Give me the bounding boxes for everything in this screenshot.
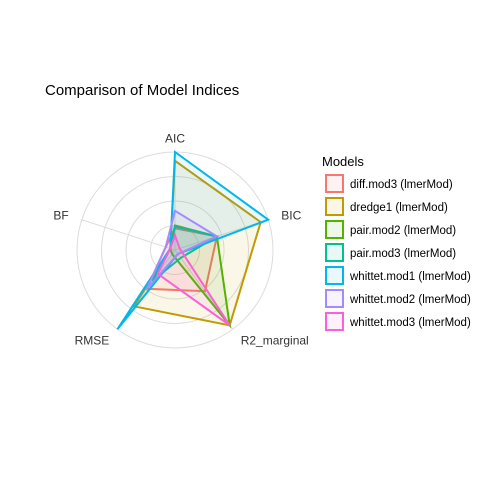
legend-label-6[interactable]: whittet.mod2 (lmerMod) [349, 294, 471, 306]
legend-label-4[interactable]: pair.mod3 (lmerMod) [350, 248, 456, 260]
axis-label-2: R2_marginal [241, 333, 309, 347]
axis-label-4: BF [53, 209, 68, 223]
legend-key-2[interactable] [325, 197, 344, 216]
legend-key-5[interactable] [325, 266, 344, 285]
series-polygon-7 [156, 232, 231, 327]
legend-key-4[interactable] [325, 243, 344, 262]
axis-label-3: RMSE [75, 333, 110, 347]
axis-label-0: AIC [165, 131, 185, 145]
grid-spoke [81, 219, 176, 251]
series-layer [116, 150, 271, 330]
legend-label-7[interactable]: whittet.mod3 (lmerMod) [349, 317, 471, 329]
legend-title: Models [322, 154, 364, 169]
series-polygon-6 [145, 209, 220, 290]
legend-key-1[interactable] [325, 174, 344, 193]
legend-label-1[interactable]: diff.mod3 (lmerMod) [350, 179, 453, 191]
series-polygon-5 [116, 150, 271, 330]
legend-key-6[interactable] [325, 289, 344, 308]
axis-labels: AIC BIC R2_marginal RMSE BF [53, 131, 308, 347]
legend-key-7[interactable] [325, 312, 344, 331]
legend[interactable]: Models diff.mod3 (lmerMod) dredge1 (lmerM… [322, 154, 471, 331]
axis-label-1: BIC [281, 209, 301, 223]
legend-label-3[interactable]: pair.mod2 (lmerMod) [350, 225, 456, 237]
legend-label-5[interactable]: whittet.mod1 (lmerMod) [349, 271, 471, 283]
legend-label-2[interactable]: dredge1 (lmerMod) [350, 202, 448, 214]
legend-key-3[interactable] [325, 220, 344, 239]
chart-title: Comparison of Model Indices [45, 82, 239, 99]
